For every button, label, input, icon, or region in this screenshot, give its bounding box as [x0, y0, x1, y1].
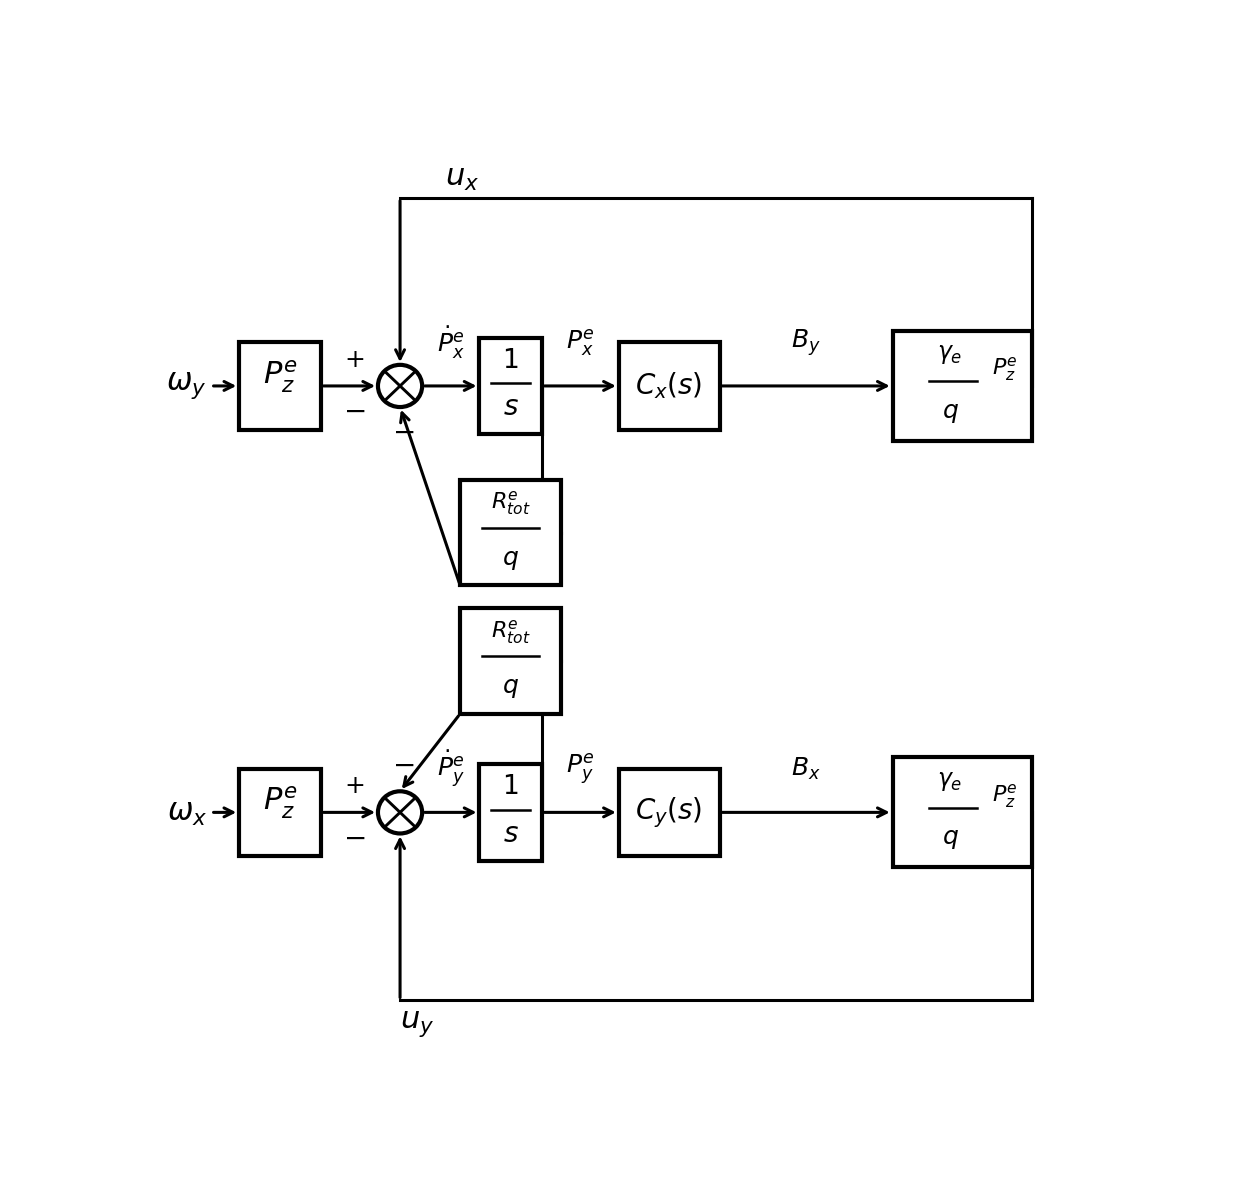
- Text: $1$: $1$: [502, 774, 518, 799]
- Bar: [460, 480, 560, 586]
- Bar: [480, 338, 542, 434]
- Text: $P_z^e$: $P_z^e$: [263, 358, 298, 395]
- Bar: [893, 757, 1032, 867]
- Bar: [893, 331, 1032, 441]
- Text: $u_y$: $u_y$: [401, 1008, 434, 1039]
- Text: $P_z^e$: $P_z^e$: [992, 781, 1018, 810]
- Bar: [460, 609, 560, 713]
- Text: $\gamma_e$: $\gamma_e$: [937, 769, 962, 793]
- Text: $s$: $s$: [502, 394, 518, 422]
- Text: $-$: $-$: [342, 398, 365, 425]
- Text: $1$: $1$: [502, 348, 518, 373]
- Text: $-$: $-$: [392, 419, 414, 447]
- Text: $C_x(s)$: $C_x(s)$: [635, 370, 703, 401]
- Circle shape: [378, 791, 422, 834]
- Text: $P_y^e$: $P_y^e$: [565, 752, 595, 787]
- Circle shape: [378, 364, 422, 407]
- Text: $-$: $-$: [392, 752, 414, 779]
- Bar: [239, 342, 321, 430]
- Bar: [480, 765, 542, 861]
- Text: $C_y(s)$: $C_y(s)$: [635, 796, 703, 830]
- Text: $+$: $+$: [343, 775, 365, 798]
- Bar: [239, 769, 321, 856]
- Text: $s$: $s$: [502, 821, 518, 848]
- Text: $q$: $q$: [942, 401, 960, 425]
- Text: $\omega_y$: $\omega_y$: [166, 370, 207, 401]
- Text: $R_{tot}^e$: $R_{tot}^e$: [491, 490, 531, 517]
- Text: $\gamma_e$: $\gamma_e$: [937, 343, 962, 367]
- Text: $P_z^e$: $P_z^e$: [263, 785, 298, 822]
- Text: $\dot{P}_y^e$: $\dot{P}_y^e$: [436, 749, 465, 790]
- Bar: [619, 769, 719, 856]
- Text: $q$: $q$: [502, 676, 520, 700]
- Text: $\omega_x$: $\omega_x$: [166, 797, 207, 828]
- Bar: [619, 342, 719, 430]
- Text: $q$: $q$: [502, 549, 520, 572]
- Text: $\dot{P}_x^e$: $\dot{P}_x^e$: [436, 324, 465, 361]
- Text: $B_x$: $B_x$: [791, 756, 821, 782]
- Text: $+$: $+$: [343, 349, 365, 372]
- Text: $P_x^e$: $P_x^e$: [565, 328, 595, 358]
- Text: $q$: $q$: [942, 829, 960, 852]
- Text: $-$: $-$: [342, 824, 365, 852]
- Text: $u_x$: $u_x$: [445, 162, 480, 193]
- Text: $P_z^e$: $P_z^e$: [992, 355, 1018, 384]
- Text: $R_{tot}^e$: $R_{tot}^e$: [491, 618, 531, 646]
- Text: $B_y$: $B_y$: [791, 328, 821, 358]
